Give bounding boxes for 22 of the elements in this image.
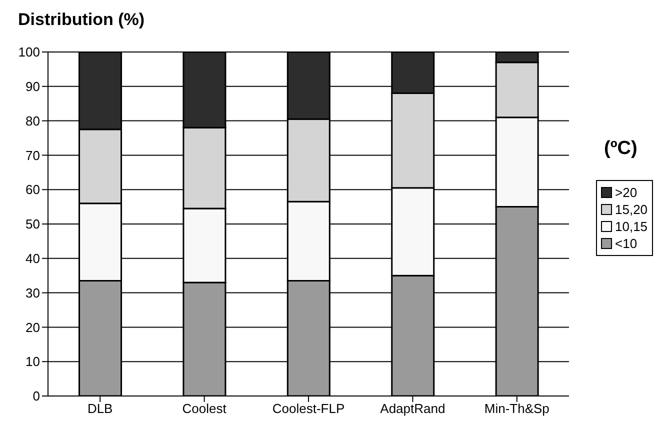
- y-tick-label: 100: [18, 44, 40, 60]
- y-tick-label: 20: [26, 320, 40, 335]
- y-tick-label: 0: [32, 388, 40, 404]
- legend-title: (ºC): [604, 138, 638, 160]
- chart-title: Distribution (%): [18, 10, 145, 30]
- legend-label: 15,20: [614, 201, 648, 218]
- y-tick-label: 80: [26, 113, 40, 128]
- x-tick-label: DLB: [87, 401, 113, 416]
- legend-label: <10: [614, 235, 638, 252]
- x-tick-label: AdaptRand: [380, 401, 446, 416]
- y-tick-label: 30: [26, 285, 40, 300]
- x-tick-label: Coolest: [182, 401, 227, 416]
- y-tick-label: 50: [26, 216, 40, 232]
- y-tick-label: 60: [26, 182, 40, 198]
- x-tick-label: Min-Th&Sp: [484, 401, 550, 416]
- legend-label: 10,15: [614, 218, 648, 235]
- y-tick-label: 70: [26, 148, 40, 163]
- y-tick-label: 10: [26, 354, 40, 370]
- legend-label: >20: [614, 184, 638, 201]
- y-tick-label: 90: [26, 79, 40, 94]
- y-tick-label: 40: [26, 251, 40, 266]
- x-tick-label: Coolest-FLP: [272, 401, 345, 416]
